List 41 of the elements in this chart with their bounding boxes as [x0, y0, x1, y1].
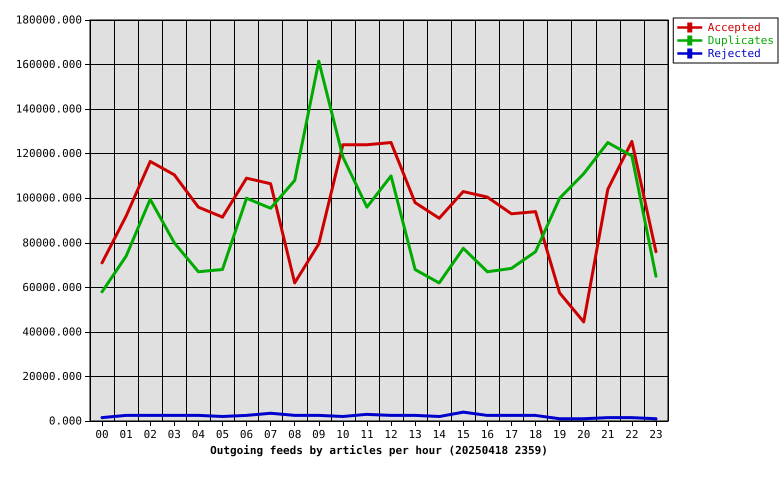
x-tick-label: 08: [288, 428, 302, 441]
x-tick-label: 11: [360, 428, 374, 441]
x-tick-label: 05: [216, 428, 230, 441]
x-tick-label: 03: [168, 428, 181, 441]
y-tick-label: 40000.000: [22, 325, 82, 338]
x-tick-label: 13: [408, 428, 422, 441]
line-series: [100, 140, 658, 324]
line-series: [100, 410, 658, 420]
y-tick-label: 100000.000: [16, 192, 82, 205]
x-tick-label: 07: [264, 428, 278, 441]
x-tick-label: 23: [649, 428, 663, 441]
x-tick-label: 14: [432, 428, 446, 441]
y-tick-label: 160000.000: [16, 58, 82, 72]
x-tick-label: 15: [456, 428, 470, 441]
y-tick-label: 0.000: [48, 414, 82, 428]
x-tick-label: 12: [384, 428, 398, 441]
y-tick-label: 20000.000: [22, 370, 82, 383]
legend-label: Accepted: [708, 21, 761, 34]
x-tick-label: 19: [553, 428, 566, 441]
x-axis-title: Outgoing feeds by articles per hour (20250418 2359): [210, 444, 548, 457]
x-tick-label: 09: [312, 428, 326, 441]
y-tick-label: 60000.000: [22, 280, 82, 294]
x-tick-label: 01: [120, 428, 133, 441]
y-tick-label: 140000.000: [16, 102, 82, 116]
x-tick-label: 02: [144, 428, 157, 441]
x-tick-label: 06: [240, 428, 254, 441]
x-tick-label: 21: [601, 428, 614, 441]
x-tick-label: 20: [577, 428, 590, 441]
y-tick-label: 120000.000: [16, 147, 82, 160]
x-tick-label: 16: [480, 428, 494, 441]
x-tick-label: 04: [192, 428, 206, 441]
x-tick-label: 17: [504, 428, 518, 441]
x-tick-label: 00: [95, 428, 109, 441]
legend-label: Rejected: [708, 47, 761, 60]
legend-label: Duplicates: [708, 34, 774, 47]
y-tick-label: 80000.000: [22, 236, 82, 250]
line-series: [100, 60, 658, 294]
x-tick-label: 18: [528, 428, 542, 441]
x-tick-label: 10: [336, 428, 350, 441]
y-tick-label: 180000.000: [16, 14, 82, 26]
x-tick-label: 22: [625, 428, 638, 441]
